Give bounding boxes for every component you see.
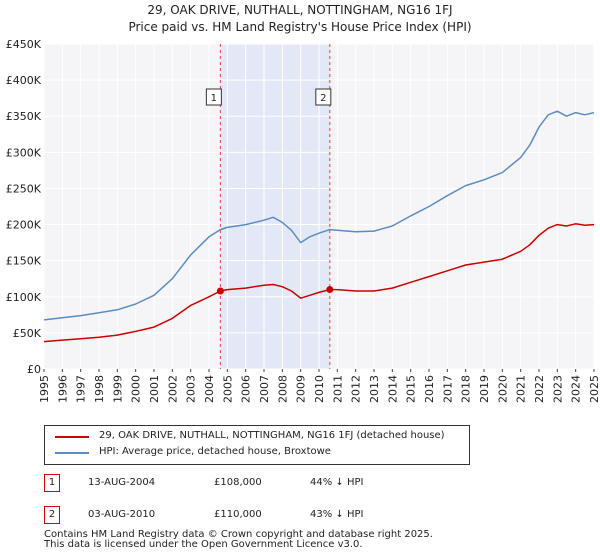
sale-label-box-1 xyxy=(205,88,222,106)
x-tick-label: 2023 xyxy=(551,375,564,403)
x-tick-label: 2017 xyxy=(441,375,454,403)
y-tick-label: £150K xyxy=(6,255,42,268)
sale-hpi-1: 44% ↓ HPI xyxy=(310,477,364,488)
legend-swatch-hpi xyxy=(55,452,89,454)
x-tick-label: 2024 xyxy=(570,375,583,403)
x-tick-label: 1997 xyxy=(75,375,88,403)
legend-label-property: 29, OAK DRIVE, NUTHALL, NOTTINGHAM, NG16… xyxy=(99,430,445,441)
y-tick-label: £100K xyxy=(6,291,42,304)
sale-point-2 xyxy=(326,286,334,294)
series-line-hpi xyxy=(43,110,595,321)
x-tick-label: 2003 xyxy=(185,375,198,403)
x-tick-label: 2010 xyxy=(313,375,326,403)
footer-line-1: Contains HM Land Registry data © Crown c… xyxy=(44,529,433,540)
x-tick-label: 2018 xyxy=(460,375,473,403)
sale-date-1: 13-AUG-2004 xyxy=(88,477,156,488)
y-tick-label: £300K xyxy=(6,146,42,159)
x-tick-label: 1996 xyxy=(56,375,69,403)
y-tick-label: £0 xyxy=(27,363,41,376)
x-tick-label: 2012 xyxy=(350,375,363,403)
x-tick-label: 2008 xyxy=(276,375,289,403)
sale-period-shade xyxy=(220,44,330,369)
x-tick-label: 2002 xyxy=(166,375,179,403)
x-tick-label: 1995 xyxy=(38,375,51,403)
x-tick-label: 2022 xyxy=(533,375,546,403)
series-line-property xyxy=(43,223,595,343)
x-tick-label: 2021 xyxy=(515,375,528,403)
x-tick-label: 2020 xyxy=(496,375,509,403)
x-tick-label: 2004 xyxy=(203,375,216,403)
sale-price-2: £110,000 xyxy=(214,509,262,520)
x-tick-label: 2007 xyxy=(258,375,271,403)
sale-hpi-2: 43% ↓ HPI xyxy=(310,509,364,520)
x-tick-label: 2013 xyxy=(368,375,381,403)
sale-point-1 xyxy=(216,287,224,295)
x-tick-label: 2019 xyxy=(478,375,491,403)
x-tick-label: 1999 xyxy=(111,375,124,403)
y-tick-label: £400K xyxy=(6,74,42,87)
x-tick-label: 2015 xyxy=(405,375,418,403)
x-tick-label: 2025 xyxy=(588,375,600,403)
x-tick-label: 2006 xyxy=(240,375,253,403)
x-tick-label: 2000 xyxy=(130,375,143,403)
sale-badge-2: 2 xyxy=(44,506,60,524)
x-tick-label: 1998 xyxy=(93,375,106,403)
x-tick-label: 2009 xyxy=(295,375,308,403)
footer-line-2: This data is licensed under the Open Gov… xyxy=(44,539,363,550)
x-tick-label: 2014 xyxy=(386,375,399,403)
sale-price-1: £108,000 xyxy=(214,477,262,488)
chart-title: 29, OAK DRIVE, NUTHALL, NOTTINGHAM, NG16… xyxy=(147,3,453,17)
x-tick-label: 2016 xyxy=(423,375,436,403)
y-tick-label: £50K xyxy=(13,327,42,340)
sale-date-2: 03-AUG-2010 xyxy=(88,509,156,520)
sale-label-1: 1 xyxy=(211,93,217,104)
sale-label-2: 2 xyxy=(320,93,326,104)
legend: 29, OAK DRIVE, NUTHALL, NOTTINGHAM, NG16… xyxy=(44,425,470,465)
y-tick-label: £350K xyxy=(6,110,42,123)
x-tick-label: 2011 xyxy=(331,375,344,403)
sale-badge-1: 1 xyxy=(44,474,60,492)
legend-swatch-property xyxy=(55,436,89,438)
sale-label-box-2 xyxy=(315,88,332,106)
x-tick-label: 2001 xyxy=(148,375,161,403)
y-tick-label: £450K xyxy=(6,38,42,51)
price-chart: £0 £50K £100K £150K £200K £250K £300K £350K £400… xyxy=(6,38,600,403)
chart-subtitle: Price paid vs. HM Land Registry's House … xyxy=(128,20,472,34)
x-tick-label: 2005 xyxy=(221,375,234,403)
footer: Contains HM Land Registry data © Crown c… xyxy=(44,530,433,550)
y-tick-label: £250K xyxy=(6,182,42,195)
legend-label-hpi: HPI: Average price, detached house, Brox… xyxy=(99,446,331,457)
y-tick-label: £200K xyxy=(6,219,42,232)
